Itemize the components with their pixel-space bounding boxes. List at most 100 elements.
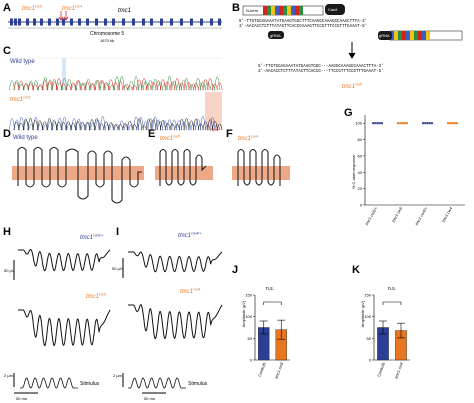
- cas9-label: Cas9: [328, 7, 338, 12]
- g-xtick-label: tmc1 cw5: [391, 205, 404, 223]
- g-point: [453, 122, 456, 125]
- g-point: [455, 122, 458, 125]
- i-bot-label: tmc1cw4: [180, 287, 201, 296]
- g-point: [428, 122, 431, 125]
- panel-j-letter: J: [232, 264, 238, 276]
- seq-bot-1: 3'-AACACCTCTTTATACTTCACCGAAAGTTCCGTTTCCG…: [239, 24, 367, 29]
- arrow-down: [348, 42, 356, 59]
- allele-cw4-label: tmc1cw4: [62, 4, 83, 13]
- h-trace-mutant: [18, 309, 111, 347]
- significance-bracket: [263, 301, 282, 305]
- g-xtick-label: tmc1 cw4: [441, 205, 454, 223]
- bar-xtick-label: Controls: [376, 362, 386, 378]
- allele-cw5-label: tmc1cw5: [22, 4, 43, 13]
- panel-g-letter: G: [344, 107, 353, 119]
- chromosome-label: Chromosome 5: [90, 31, 124, 37]
- i-trace-control: [128, 251, 223, 273]
- panel-e: E tmc1cw5: [148, 128, 213, 186]
- g-xtick-label: tmc1 cw4/+: [414, 205, 429, 226]
- panel-a: A tmc1cw5 tmc1cw4 tmc1 Chromosome 5 1670…: [3, 2, 222, 43]
- exon: [10, 18, 13, 26]
- j-marks: [258, 301, 287, 361]
- mutation-highlight: [62, 58, 66, 90]
- g-point: [378, 122, 381, 125]
- wt-label: Wild type: [10, 59, 35, 65]
- stop-label: Opal: [210, 127, 219, 132]
- g-point: [451, 122, 454, 125]
- panel-a-letter: A: [3, 2, 11, 14]
- exon: [56, 18, 59, 26]
- protein-topology-wt: [17, 146, 142, 204]
- wt-protein-label: Wild type: [13, 135, 38, 141]
- panel-i-letter: I: [116, 226, 119, 238]
- panel-k-letter: K: [352, 264, 360, 276]
- exon: [160, 18, 163, 26]
- g-point: [397, 122, 400, 125]
- seq-bot-2: 3'-AACACCTCTTTATACTTCACCG---TTCCGTTTCCGT…: [258, 69, 384, 74]
- g-axis: 0 20 40 60 80 100 tmc1 cw5/+ tmc1 cw5 tmc1 cw4/+…: [355, 115, 465, 226]
- bar-ytick-label: 100: [364, 314, 371, 319]
- g-ytick-label: 60: [358, 153, 363, 158]
- h-stimulus-label: Stimulus: [80, 381, 100, 387]
- g-point: [374, 122, 377, 125]
- g-point: [449, 122, 452, 125]
- chromatogram-mut-b: [13, 117, 223, 131]
- exon: [190, 18, 193, 26]
- exon: [78, 18, 81, 26]
- panel-g: G % C-start response 0 20 40 60 80 100 tmc1 cw…: [344, 107, 465, 226]
- protein-topology-cw5: [159, 148, 207, 186]
- bar-ytick-label: 150: [364, 293, 371, 298]
- g-point: [372, 122, 375, 125]
- chromatogram-wt: [9, 75, 221, 91]
- bar-ytick-label: 100: [245, 314, 252, 319]
- length-label: 1670 kb: [100, 38, 115, 43]
- grna-shape-2: [378, 31, 392, 40]
- g-point: [399, 122, 402, 125]
- domain-stripes-2: [390, 31, 430, 40]
- h-scale-t-label: 50 ms: [16, 396, 27, 401]
- grna-label-2: gRNA: [379, 33, 390, 38]
- panel-b-letter: B: [232, 2, 240, 14]
- g-point: [447, 122, 450, 125]
- panel-h: H tmc1cw5/+ 50 µV tmc1cw5 2 µm Stimulus …: [3, 226, 111, 401]
- bar-ytick-label: 0: [369, 358, 372, 363]
- i-stimulus-trace: [128, 377, 186, 389]
- g-point: [424, 122, 427, 125]
- panel-i: I tmc1cw4/+ 50 µV tmc1cw4 2 µm Stimulus …: [112, 226, 223, 401]
- i-scale-t-label: 50 ms: [144, 396, 155, 401]
- domain-stripes: [263, 6, 303, 15]
- panel-d-letter: D: [3, 128, 11, 140]
- panel-h-letter: H: [3, 226, 11, 238]
- j-significance: n.s.: [266, 286, 274, 292]
- panel-b: B N-term Cas9 5'-TTGTGGAGAAATATGAAGTGGCT…: [232, 2, 463, 91]
- j-ylabel: Amplitude (µV): [241, 300, 246, 327]
- exon: [112, 18, 115, 26]
- k-significance: n.s.: [388, 286, 396, 292]
- exon: [40, 18, 43, 26]
- exon: [132, 18, 135, 26]
- panel-c: C Wild type tmc1cw5 Opal: [3, 45, 223, 132]
- h-bot-label: tmc1cw5: [86, 292, 107, 301]
- bar-ytick-label: 50: [248, 336, 253, 341]
- g-point: [405, 122, 408, 125]
- h-scale-disp-label: 2 µm: [4, 373, 14, 378]
- g-ytick-label: 0: [360, 203, 363, 208]
- k-marks: [377, 301, 407, 361]
- g-point: [426, 122, 429, 125]
- bar-xtick-label: tmc1 cw4: [393, 361, 404, 379]
- cw4-protein-label: tmc1cw4: [238, 134, 259, 143]
- g-point: [380, 122, 383, 125]
- bar-xtick-label: Controls: [257, 362, 267, 378]
- exon: [14, 18, 17, 26]
- g-point: [376, 122, 379, 125]
- red-arrow-cw4: [63, 11, 69, 21]
- h-trace-control: [18, 248, 111, 272]
- k-ylabel: Amplitude (µV): [360, 300, 365, 327]
- significance-bracket: [382, 301, 402, 305]
- membrane-f: [232, 166, 290, 180]
- exon: [180, 18, 183, 26]
- result-allele: tmc1cw5: [342, 82, 363, 91]
- i-top-label: tmc1cw4/+: [178, 231, 202, 240]
- g-point: [430, 122, 433, 125]
